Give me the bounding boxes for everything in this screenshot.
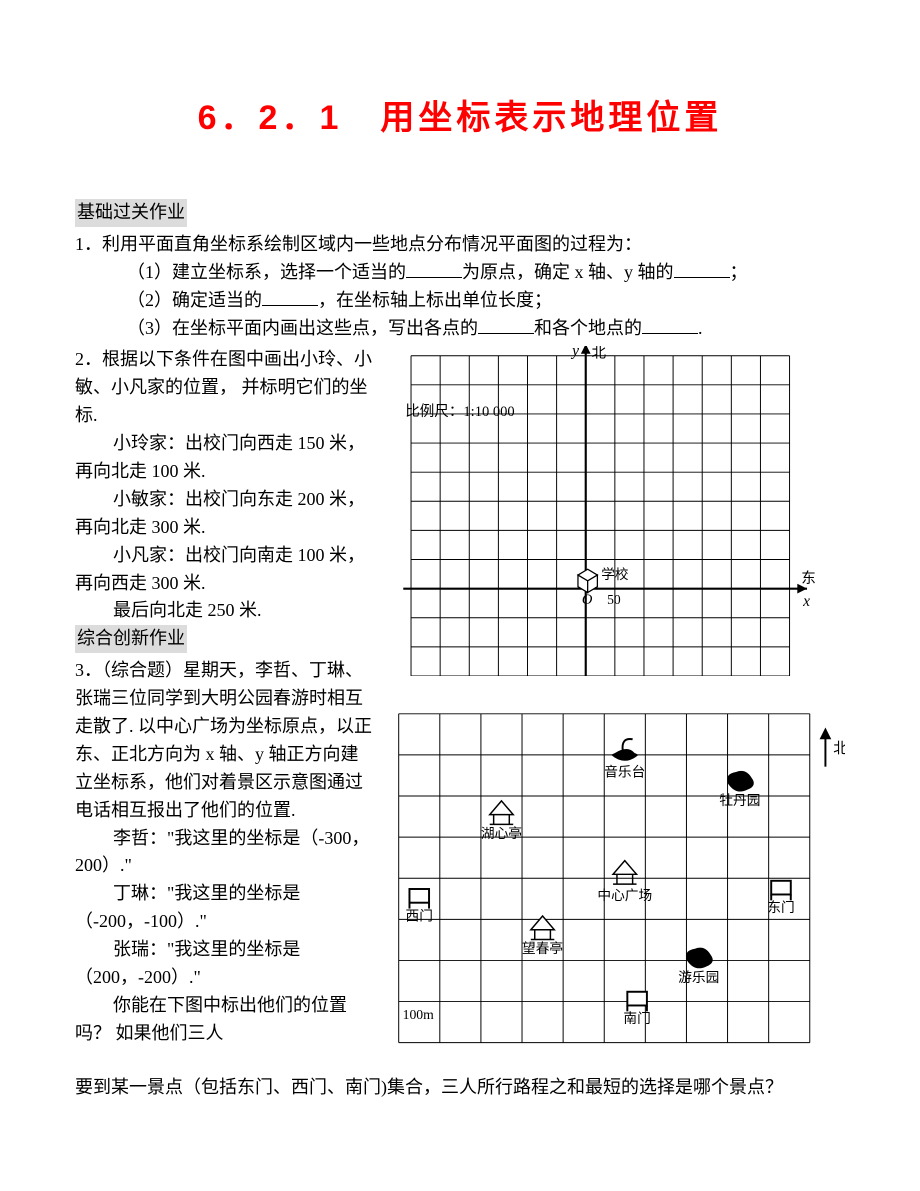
blank <box>642 315 698 334</box>
svg-text:南门: 南门 <box>623 1012 650 1027</box>
q3-l3: 张瑞："我这里的坐标是（200，-200）." <box>75 936 375 992</box>
q3-l4-rest: 要到某一景点（包括东门、西门、南门)集合，三人所行路程之和最短的选择是哪个景点？ <box>75 1074 845 1102</box>
blank <box>674 259 730 278</box>
q1-stem: 1．利用平面直角坐标系绘制区域内一些地点分布情况平面图的过程为： <box>75 231 845 259</box>
svg-text:50: 50 <box>607 593 621 608</box>
q3-l4-part: 你能在下图中标出他们的位置吗？ 如果他们三人 <box>75 992 375 1048</box>
q2-l1: 小玲家：出校门向西走 150 米，再向北走 100 米. <box>75 430 375 486</box>
svg-text:北: 北 <box>592 346 607 362</box>
q1-l1-a: （1）建立坐标系，选择一个适当的 <box>127 262 406 282</box>
q3-l1: 李哲："我这里的坐标是（-300，200）." <box>75 825 375 881</box>
q2-l3: 小凡家：出校门向南走 100 米，再向西走 300 米. <box>75 542 375 598</box>
svg-text:学校: 学校 <box>601 566 629 582</box>
q2-l2: 小敏家：出校门向东走 200 米，再向北走 300 米. <box>75 486 375 542</box>
q3-stem: 3．（综合题）星期天，李哲、丁琳、 张瑞三位同学到大明公园春游时相互走散了. 以… <box>75 657 375 824</box>
q1-l2-b: ，在坐标轴上标出单位长度； <box>318 290 552 310</box>
svg-text:O: O <box>582 593 593 609</box>
q1-line1: （1）建立坐标系，选择一个适当的 为原点，确定 x 轴、y 轴的 ； <box>75 259 845 287</box>
page-title: 6．2．1 用坐标表示地理位置 <box>75 90 845 139</box>
svg-text:比例尺：1:10 000: 比例尺：1:10 000 <box>405 403 515 420</box>
svg-text:x: x <box>802 594 810 611</box>
svg-text:北: 北 <box>833 740 845 757</box>
q2-l4: 最后向北走 250 米. <box>75 597 375 625</box>
q2-stem: 2．根据以下条件在图中画出小玲、小敏、小凡家的位置， 并标明它们的坐标. <box>75 346 375 430</box>
blank <box>262 287 318 306</box>
q1-l1-b: 为原点，确定 x 轴、y 轴的 <box>462 262 674 282</box>
q1-l1-c: ； <box>730 262 748 282</box>
q1-line2: （2）确定适当的 ，在坐标轴上标出单位长度； <box>75 287 845 315</box>
figure-park-map: 北 100m 音乐台牡丹园 湖心亭西门 中心广场东门 望春亭游乐园南门 <box>385 704 845 1074</box>
svg-text:音乐台: 音乐台 <box>604 764 645 780</box>
svg-text:湖心亭: 湖心亭 <box>481 826 522 842</box>
figure-coordinate-grid: y北东x O 50 比例尺：1:10 000 学校 <box>385 346 835 676</box>
svg-text:东门: 东门 <box>767 901 794 916</box>
q3-l2: 丁琳："我这里的坐标是（-200，-100）." <box>75 880 375 936</box>
blank <box>478 315 534 334</box>
q1-l2-a: （2）确定适当的 <box>127 290 262 310</box>
svg-text:望春亭: 望春亭 <box>522 941 563 957</box>
q1-l3-b: 和各个地点的 <box>534 318 642 338</box>
svg-text:游乐园: 游乐园 <box>678 970 719 985</box>
section-comp-label: 综合创新作业 <box>75 625 187 653</box>
q1-l3-a: （3）在坐标平面内画出这些点，写出各点的 <box>127 318 478 338</box>
svg-text:牡丹园: 牡丹园 <box>719 794 760 809</box>
svg-text:y: y <box>570 346 579 360</box>
svg-text:中心广场: 中心广场 <box>597 888 652 903</box>
svg-text:东: 东 <box>801 570 816 587</box>
svg-text:西门: 西门 <box>406 909 433 924</box>
q1-l3-c: . <box>698 318 703 338</box>
q1-line3: （3）在坐标平面内画出这些点，写出各点的 和各个地点的. <box>75 315 845 343</box>
svg-text:100m: 100m <box>403 1008 435 1023</box>
section-basic-label: 基础过关作业 <box>75 199 187 227</box>
blank <box>406 259 462 278</box>
